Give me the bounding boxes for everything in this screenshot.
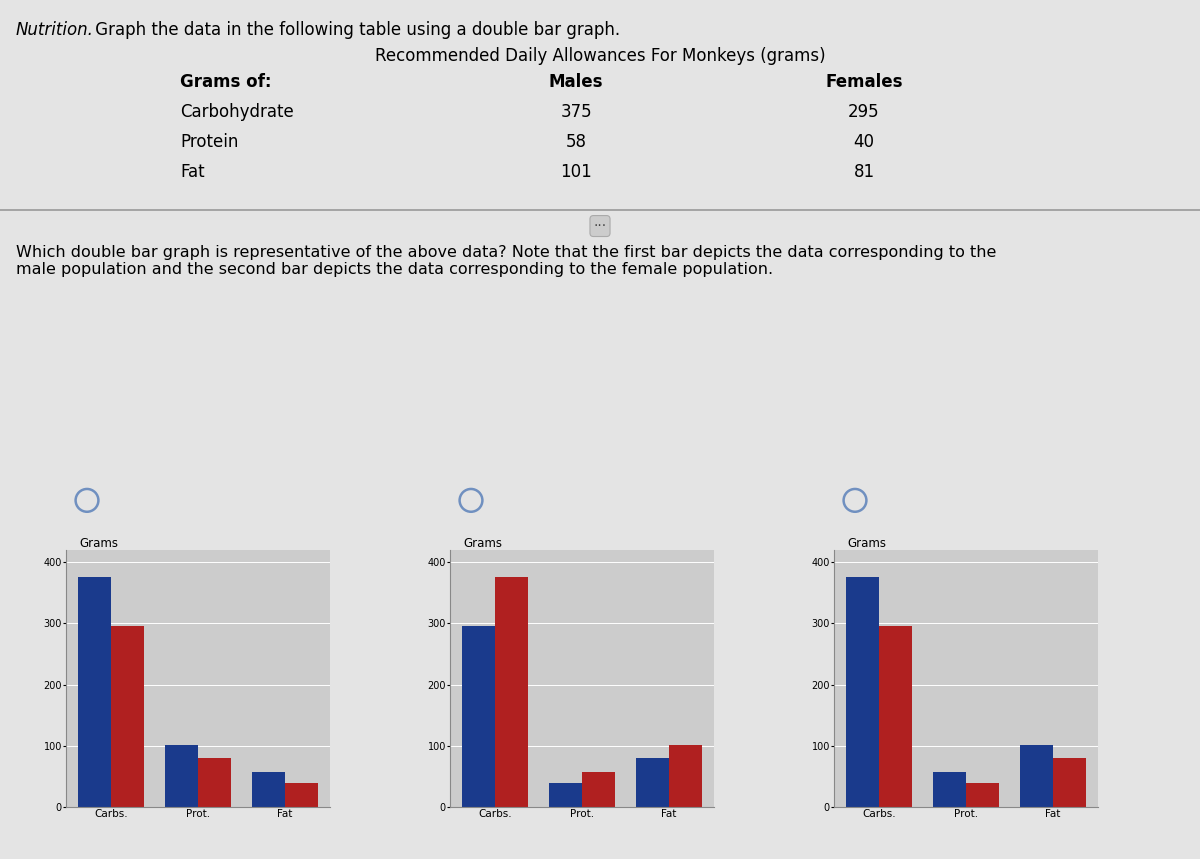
Bar	[1052, 758, 1086, 807]
Text: 58: 58	[565, 133, 587, 151]
Bar	[198, 758, 232, 807]
Text: Females: Females	[826, 73, 902, 91]
Bar	[582, 772, 616, 807]
Text: Protein: Protein	[180, 133, 239, 151]
Bar	[164, 746, 198, 807]
Text: 375: 375	[560, 103, 592, 121]
Text: Grams: Grams	[847, 537, 886, 550]
Text: 40: 40	[853, 133, 875, 151]
Text: Carbohydrate: Carbohydrate	[180, 103, 294, 121]
Text: Fat: Fat	[180, 163, 205, 181]
Bar	[252, 772, 284, 807]
Text: 101: 101	[560, 163, 592, 181]
Text: Males: Males	[548, 73, 604, 91]
Bar	[846, 577, 880, 807]
Text: Which double bar graph is representative of the above data? Note that the first : Which double bar graph is representative…	[16, 245, 996, 277]
Bar	[636, 758, 668, 807]
Bar	[932, 772, 966, 807]
Text: Nutrition.: Nutrition.	[16, 21, 94, 40]
Bar	[1020, 746, 1052, 807]
Bar	[284, 783, 318, 807]
Bar	[112, 626, 144, 807]
Bar	[880, 626, 912, 807]
Text: ···: ···	[594, 219, 606, 233]
Bar	[78, 577, 112, 807]
Bar	[668, 746, 702, 807]
Text: Grams of:: Grams of:	[180, 73, 271, 91]
Text: Grams: Grams	[79, 537, 118, 550]
Text: Recommended Daily Allowances For Monkeys (grams): Recommended Daily Allowances For Monkeys…	[374, 47, 826, 65]
Bar	[966, 783, 1000, 807]
Text: 81: 81	[853, 163, 875, 181]
Text: Graph the data in the following table using a double bar graph.: Graph the data in the following table us…	[90, 21, 620, 40]
Text: Grams: Grams	[463, 537, 503, 550]
Bar	[548, 783, 582, 807]
Text: 295: 295	[848, 103, 880, 121]
Bar	[496, 577, 528, 807]
Bar	[462, 626, 496, 807]
